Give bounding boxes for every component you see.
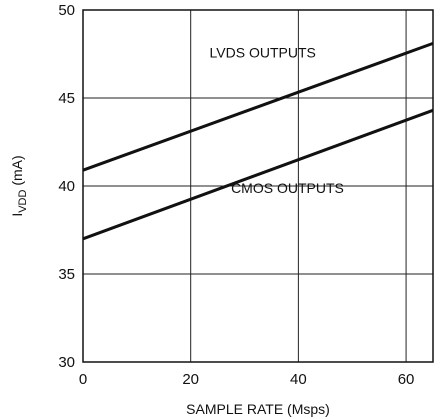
- y-tick-labels: 30 35 40 45 50: [58, 2, 75, 371]
- series-group: [82, 41, 434, 241]
- x-tick-labels: 0 20 40 60: [79, 371, 415, 388]
- x-axis-label: SAMPLE RATE (Msps): [186, 401, 330, 417]
- x-tick-label: 60: [398, 371, 415, 388]
- x-tick-label: 20: [182, 371, 199, 388]
- series-line-lvds-outputs: [82, 41, 434, 172]
- grid: [83, 10, 433, 362]
- x-tick-label: 40: [290, 371, 307, 388]
- y-axis-label: IVDD (mA): [9, 155, 29, 216]
- y-tick-label: 30: [58, 354, 75, 371]
- x-tick-label: 0: [79, 371, 87, 388]
- y-tick-label: 50: [58, 2, 75, 19]
- plot-frame: [82, 9, 434, 363]
- y-tick-label: 45: [58, 90, 75, 107]
- y-tick-label: 40: [58, 178, 75, 195]
- series-annotation: CMOS OUTPUTS: [231, 180, 344, 196]
- annotations: LVDS OUTPUTS CMOS OUTPUTS: [210, 45, 344, 197]
- series-line-cmos-outputs: [82, 108, 434, 241]
- series-annotation: LVDS OUTPUTS: [210, 45, 316, 61]
- y-tick-label: 35: [58, 266, 75, 283]
